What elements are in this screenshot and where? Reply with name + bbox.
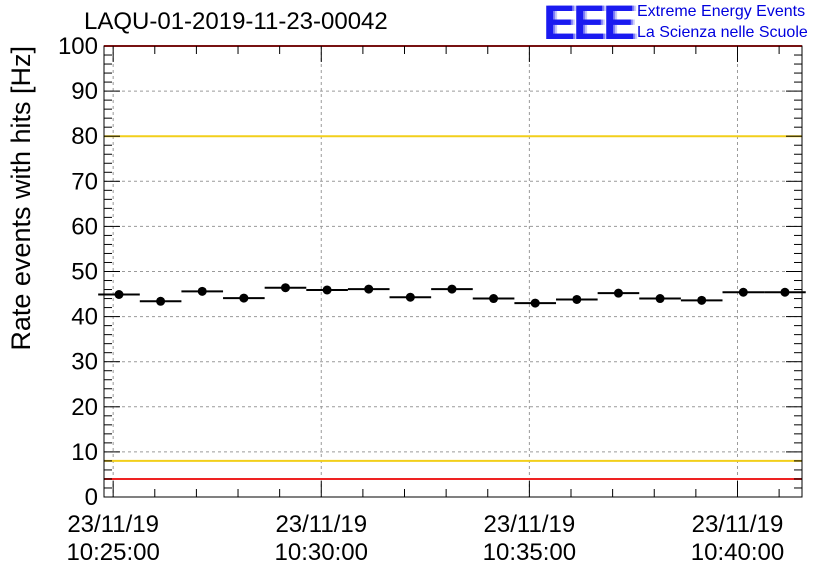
data-point xyxy=(322,285,332,295)
data-point xyxy=(530,298,540,308)
x-tick-date: 23/11/19 xyxy=(484,511,576,538)
y-tick-label: 70 xyxy=(71,168,98,195)
data-point xyxy=(239,293,249,303)
x-tick-date: 23/11/19 xyxy=(275,511,367,538)
data-point xyxy=(697,295,707,305)
y-tick-label: 10 xyxy=(71,439,98,466)
data-point xyxy=(613,288,623,298)
eee-logo: EEE xyxy=(543,0,635,50)
x-tick-date: 23/11/19 xyxy=(692,511,784,538)
y-tick-label: 80 xyxy=(71,123,98,150)
data-series xyxy=(98,283,806,308)
data-point xyxy=(447,284,457,294)
data-point xyxy=(780,287,790,297)
grid-layer xyxy=(104,46,802,497)
y-tick-label: 0 xyxy=(85,484,98,511)
labels: 010203040506070809010023/11/1910:25:0023… xyxy=(6,33,784,566)
y-tick-label: 60 xyxy=(71,213,98,240)
data-point xyxy=(364,284,374,294)
data-point xyxy=(156,296,166,306)
logo-tagline-1: Extreme Energy Events xyxy=(637,3,806,20)
y-tick-label: 90 xyxy=(71,78,98,105)
y-tick-label: 20 xyxy=(71,394,98,421)
data-point xyxy=(197,286,207,296)
y-tick-label: 40 xyxy=(71,304,98,331)
data-point xyxy=(405,292,415,302)
data-point xyxy=(280,283,290,293)
data-point xyxy=(489,294,499,304)
data-point xyxy=(114,290,124,300)
logo-tagline-2: La Scienza nelle Scuole xyxy=(637,24,808,41)
y-tick-label: 50 xyxy=(71,259,98,286)
x-tick-time: 10:40:00 xyxy=(691,539,784,566)
axes xyxy=(103,45,803,498)
data-point xyxy=(738,287,748,297)
x-tick-time: 10:30:00 xyxy=(275,539,368,566)
x-tick-time: 10:25:00 xyxy=(66,539,159,566)
y-tick-label: 30 xyxy=(71,349,98,376)
data-point xyxy=(572,294,582,304)
reference-lines xyxy=(104,45,802,480)
y-axis-title: Rate events with hits [Hz] xyxy=(6,46,36,351)
chart-title: LAQU-01-2019-11-23-00042 xyxy=(84,8,388,35)
x-tick-date: 23/11/19 xyxy=(67,511,159,538)
data-point xyxy=(655,294,665,304)
x-tick-time: 10:35:00 xyxy=(483,539,576,566)
y-tick-label: 100 xyxy=(58,33,98,60)
